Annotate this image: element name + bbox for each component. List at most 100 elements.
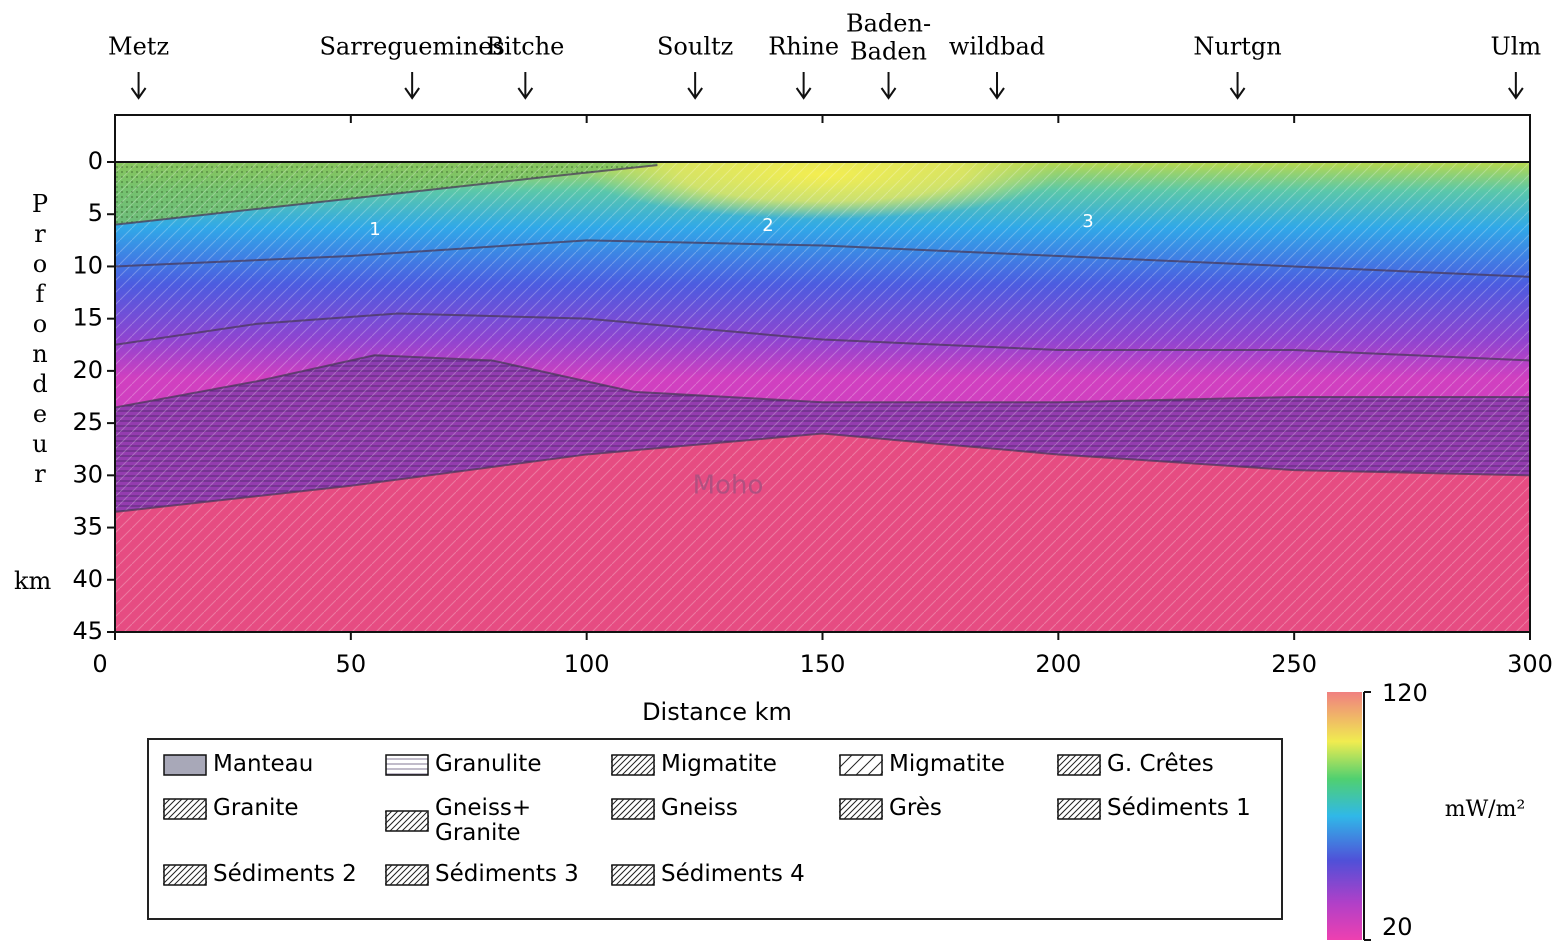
legend-label: Gneiss+ Granite <box>435 795 532 847</box>
legend-item: Granulite <box>385 751 615 777</box>
x-tick-label: 200 <box>1035 650 1081 678</box>
location-label: Metz <box>108 33 169 61</box>
colorbar-tick-label: 20 <box>1382 913 1413 941</box>
legend-label: Sédiments 1 <box>1107 795 1251 821</box>
y-axis-label: Profondeur <box>26 190 54 490</box>
legend-label: Migmatite <box>889 751 1005 777</box>
y-tick-label: 15 <box>72 304 103 332</box>
zone-label: 3 <box>1082 211 1093 232</box>
legend-item: Migmatite <box>611 751 841 777</box>
legend-swatch-box <box>385 753 429 776</box>
location-label: wildbad <box>949 33 1045 61</box>
legend-label: Migmatite <box>661 751 777 777</box>
legend-label: Manteau <box>213 751 314 777</box>
y-tick-label: 0 <box>88 147 103 175</box>
layer-boundary <box>114 432 1531 513</box>
legend-swatch-hatch <box>163 865 207 885</box>
layer-boundary <box>114 312 1531 362</box>
zone-label: Moho <box>693 471 764 501</box>
legend-item: Sédiments 3 <box>385 861 615 887</box>
legend-label: Sédiments 3 <box>435 861 579 887</box>
location-arrow <box>880 72 897 100</box>
legend-item: Gneiss+ Granite <box>385 795 531 847</box>
legend-swatch-hatch <box>611 755 655 775</box>
legend-swatch <box>163 797 207 820</box>
y-tick-label: 25 <box>72 408 103 436</box>
x-tick-label: 0 <box>92 650 107 678</box>
legend: Manteau Granulite Migmatite Migmatite G. Crê… <box>147 738 1283 920</box>
zone-label: 2 <box>762 215 773 236</box>
location-label: Nurtgn <box>1193 33 1281 61</box>
legend-swatch-box <box>163 753 207 776</box>
y-axis-unit: km <box>14 567 52 595</box>
location-arrow <box>687 72 703 100</box>
x-tick-label: 150 <box>800 650 846 678</box>
legend-swatch <box>163 863 207 886</box>
colorbar <box>1327 692 1362 940</box>
legend-label: Gneiss <box>661 795 738 821</box>
layer-boundary <box>114 239 1531 278</box>
legend-item: Granite <box>163 795 393 821</box>
legend-item: Gneiss <box>611 795 841 821</box>
x-tick-label: 250 <box>1271 650 1317 678</box>
colorbar-tick-label: 120 <box>1382 679 1428 707</box>
legend-swatch-hatch <box>1057 799 1101 819</box>
legend-swatch <box>385 810 429 833</box>
y-tick-label: 5 <box>88 199 103 227</box>
zone-label: 1 <box>369 219 380 240</box>
x-tick-label: 300 <box>1507 650 1553 678</box>
location-label: Bitche <box>486 33 564 61</box>
legend-swatch-hatch <box>385 811 429 831</box>
x-tick-label: 100 <box>564 650 610 678</box>
legend-label: Sédiments 2 <box>213 861 357 887</box>
location-arrow <box>1229 72 1246 100</box>
location-label: Baden- <box>846 10 931 38</box>
legend-swatch-hatch <box>611 799 655 819</box>
legend-item: Migmatite <box>839 751 1069 777</box>
layer-boundary <box>114 164 658 226</box>
legend-swatch <box>839 753 883 776</box>
legend-label: Sédiments 4 <box>661 861 805 887</box>
legend-swatch <box>839 797 883 820</box>
legend-label: Granulite <box>435 751 542 777</box>
legend-item: Sédiments 2 <box>163 861 393 887</box>
location-label: Sarreguemines <box>319 33 504 61</box>
x-axis-label: Distance km <box>642 698 792 726</box>
legend-swatch <box>163 753 207 776</box>
legend-swatch <box>611 863 655 886</box>
legend-swatch-hatch <box>1057 755 1101 775</box>
legend-swatch <box>385 753 429 776</box>
location-arrow <box>989 72 1005 100</box>
legend-swatch <box>611 797 655 820</box>
colorbar-label: mW/m² <box>1445 797 1526 822</box>
location-label: Soultz <box>657 33 733 61</box>
legend-swatch-hatch <box>839 799 883 819</box>
legend-swatch-hatch <box>385 865 429 885</box>
y-tick-label: 45 <box>72 617 103 645</box>
y-tick-label: 10 <box>72 251 103 279</box>
location-label: Baden <box>850 38 927 66</box>
y-tick-label: 30 <box>72 460 103 488</box>
legend-label: Granite <box>213 795 299 821</box>
y-tick-label: 40 <box>72 565 103 593</box>
legend-swatch <box>385 863 429 886</box>
legend-item: G. Crêtes <box>1057 751 1287 777</box>
legend-label: G. Crêtes <box>1107 751 1214 777</box>
legend-swatch <box>1057 797 1101 820</box>
legend-item: Sédiments 1 <box>1057 795 1287 821</box>
legend-item: Manteau <box>163 751 393 777</box>
layer-boundary <box>114 354 1530 409</box>
legend-swatch <box>611 753 655 776</box>
legend-swatch-hatch <box>163 799 207 819</box>
location-label: Rhine <box>768 33 839 61</box>
x-tick-label: 50 <box>336 650 367 678</box>
location-label: Ulm <box>1491 33 1542 61</box>
legend-swatch-hatch <box>839 755 883 775</box>
legend-item: Grès <box>839 795 1069 821</box>
legend-item: Sédiments 4 <box>611 861 841 887</box>
location-arrow <box>130 72 147 100</box>
location-arrow <box>517 72 534 100</box>
location-arrow <box>404 72 420 100</box>
y-tick-label: 35 <box>72 513 103 541</box>
